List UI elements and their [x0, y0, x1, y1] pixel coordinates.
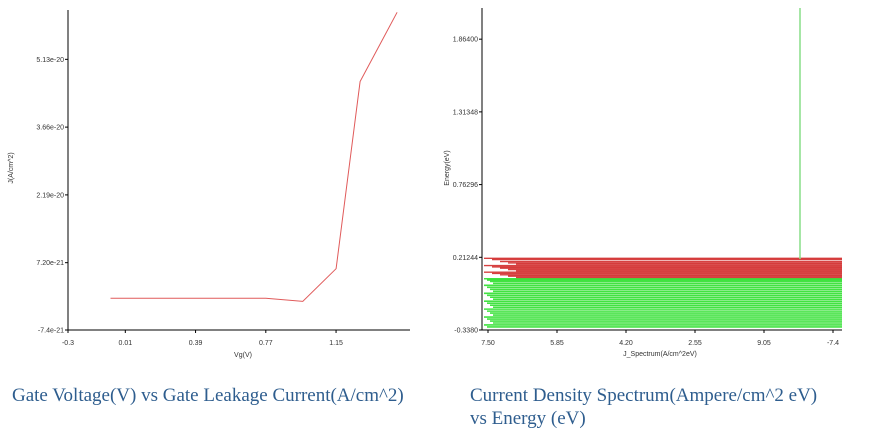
current-density-spectrum-chart: -0.3380 0.21244 0.76296 1.31348 1.86400 7.50 5… [444, 8, 842, 358]
right-x-tick-label: 9.05 [757, 340, 771, 347]
left-y-tick-label: -7.4e-21 [38, 328, 64, 335]
right-x-tick-label: 5.85 [550, 340, 564, 347]
left-x-tick-label: 0.39 [189, 340, 203, 347]
right-y-tick-label: 0.76296 [453, 182, 478, 189]
caption-gate-leakage: Gate Voltage(V) vs Gate Leakage Current(… [12, 385, 404, 406]
right-x-tick-label: 7.50 [481, 340, 495, 347]
right-x-tick-label: 2.55 [688, 340, 702, 347]
left-x-tick-label: -0.3 [62, 340, 74, 347]
right-x-tick-label: 4.20 [619, 340, 633, 347]
right-y-tick-label: -0.3380 [454, 328, 478, 335]
caption-current-density-line1: Current Density Spectrum(Ampere/cm^2 eV) [470, 385, 818, 406]
right-y-tick-label: 1.31348 [453, 109, 478, 116]
gate-leakage-chart: -7.4e-21 7.20e-21 2.19e-20 3.66e-20 5.13e-20… [8, 10, 410, 359]
right-ylabel: Energy(eV) [444, 150, 451, 185]
left-xlabel: Vg(V) [234, 352, 252, 359]
left-x-tick-label: 1.15 [329, 340, 343, 347]
left-y-tick-label: 2.19e-20 [36, 192, 64, 199]
caption-current-density: Current Density Spectrum(Ampere/cm^2 eV)… [470, 384, 817, 430]
right-y-tick-label: 1.86400 [453, 37, 478, 44]
left-y-tick-label: 5.13e-20 [36, 57, 64, 64]
left-ylabel: J(A/cm^2) [8, 152, 15, 183]
right-y-tick-label: 0.21244 [453, 255, 478, 262]
left-series-line [110, 12, 398, 302]
left-x-tick-label: 0.77 [259, 340, 273, 347]
left-y-tick-label: 7.20e-21 [36, 260, 64, 267]
caption-current-density-line2: vs Energy (eV) [470, 408, 586, 429]
left-y-tick-label: 3.66e-20 [36, 125, 64, 132]
right-xlabel: J_Spectrum(A/cm^2eV) [623, 351, 697, 358]
right-x-tick-label: -7.4 [827, 340, 839, 347]
left-x-tick-label: 0.01 [118, 340, 132, 347]
